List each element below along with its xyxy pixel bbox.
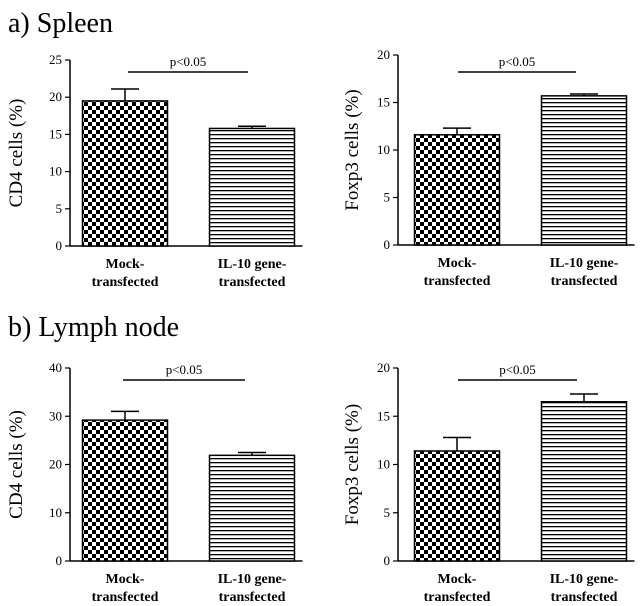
- y-tick-label: 20: [49, 457, 62, 472]
- bar: [413, 450, 501, 562]
- y-axis-label: CD4 cells (%): [6, 99, 27, 208]
- chart-lymph-cd4: 0 10 20 30 40 CD4 cells (%) Mock-transfected IL…: [6, 360, 303, 605]
- y-tick-label: 5: [384, 505, 391, 520]
- y-axis-label: Foxp3 cells (%): [342, 404, 363, 525]
- significance-label: p<0.05: [499, 54, 536, 69]
- y-tick-label: 30: [49, 408, 62, 423]
- chart-spleen-cd4: 0 5 10 15 20 25 CD4 cells (%) Mock-transfected I…: [6, 52, 303, 290]
- y-tick-label: 0: [56, 553, 63, 568]
- y-tick-label: 5: [384, 190, 391, 205]
- significance-label: p<0.05: [499, 362, 536, 377]
- y-tick-label: 25: [49, 52, 62, 67]
- x-tick-label: Mock-transfected: [424, 572, 491, 605]
- y-tick-label: 40: [49, 360, 62, 375]
- bar: [540, 401, 628, 562]
- section-title-spleen: a) Spleen: [8, 8, 113, 39]
- y-tick-label: 20: [377, 47, 390, 62]
- bar: [81, 100, 169, 247]
- x-tick-label: Mock-transfected: [92, 257, 159, 290]
- x-tick-label: IL-10 gene-transfected: [218, 257, 287, 290]
- chart-spleen-foxp3: 0 5 10 15 20 Foxp3 cells (%) Mock-transfected I…: [342, 47, 635, 289]
- bar: [81, 419, 169, 562]
- y-tick-label: 10: [49, 505, 62, 520]
- x-tick-label: Mock-transfected: [424, 256, 491, 289]
- significance-label: p<0.05: [166, 362, 203, 377]
- y-tick-label: 10: [49, 164, 62, 179]
- y-axis-label: CD4 cells (%): [6, 410, 27, 519]
- bar: [540, 95, 628, 246]
- y-tick-label: 15: [377, 95, 390, 110]
- x-tick-label: IL-10 gene-transfected: [550, 256, 619, 289]
- significance-label: p<0.05: [170, 54, 207, 69]
- section-title-lymph-node: b) Lymph node: [8, 312, 180, 343]
- y-tick-label: 15: [49, 126, 62, 141]
- y-axis-label: Foxp3 cells (%): [342, 89, 363, 210]
- bar: [208, 127, 296, 247]
- y-tick-label: 20: [49, 89, 62, 104]
- y-tick-label: 10: [377, 142, 390, 157]
- y-tick-label: 10: [377, 457, 390, 472]
- y-tick-label: 0: [384, 553, 391, 568]
- bar: [208, 454, 296, 562]
- chart-lymph-foxp3: 0 5 10 15 20 Foxp3 cells (%) Mock-transfected I…: [342, 360, 635, 605]
- y-tick-label: 0: [384, 237, 391, 252]
- bar: [413, 134, 501, 246]
- y-tick-label: 5: [56, 201, 63, 216]
- y-tick-label: 20: [377, 360, 390, 375]
- y-tick-label: 15: [377, 408, 390, 423]
- x-tick-label: Mock-transfected: [92, 572, 159, 605]
- x-tick-label: IL-10 gene-transfected: [218, 572, 287, 605]
- y-tick-label: 0: [56, 238, 63, 253]
- x-tick-label: IL-10 gene-transfected: [550, 572, 619, 605]
